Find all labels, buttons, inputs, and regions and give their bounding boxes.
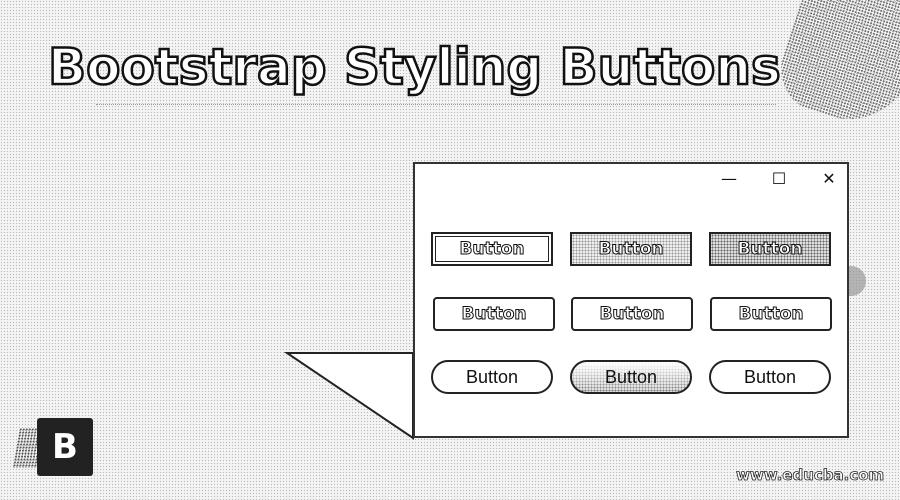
- button-r2-c2[interactable]: Button: [571, 297, 693, 331]
- title-divider: [96, 104, 776, 105]
- corner-texture-decoration: [770, 0, 900, 137]
- button-r1-c2[interactable]: Button: [570, 232, 692, 266]
- close-icon[interactable]: ✕: [822, 169, 836, 188]
- button-r2-c1[interactable]: Button: [433, 297, 555, 331]
- maximize-icon[interactable]: ☐: [771, 169, 787, 188]
- button-r1-c3[interactable]: Button: [709, 232, 831, 266]
- bootstrap-logo-icon: B: [37, 418, 93, 476]
- minimize-icon[interactable]: —: [721, 169, 737, 188]
- page-title: Bootstrap Styling Buttons: [47, 37, 782, 98]
- decorative-nub: [846, 266, 866, 296]
- button-r3-c1[interactable]: Button: [431, 360, 553, 394]
- button-r1-c1[interactable]: Button: [431, 232, 553, 266]
- button-r3-c2[interactable]: Button: [570, 360, 692, 394]
- button-r2-c3[interactable]: Button: [710, 297, 832, 331]
- app-window: — ☐ ✕ Button Button Button Button Button…: [413, 162, 849, 438]
- button-r3-c3[interactable]: Button: [709, 360, 831, 394]
- watermark-url: www.educba.com: [736, 466, 885, 485]
